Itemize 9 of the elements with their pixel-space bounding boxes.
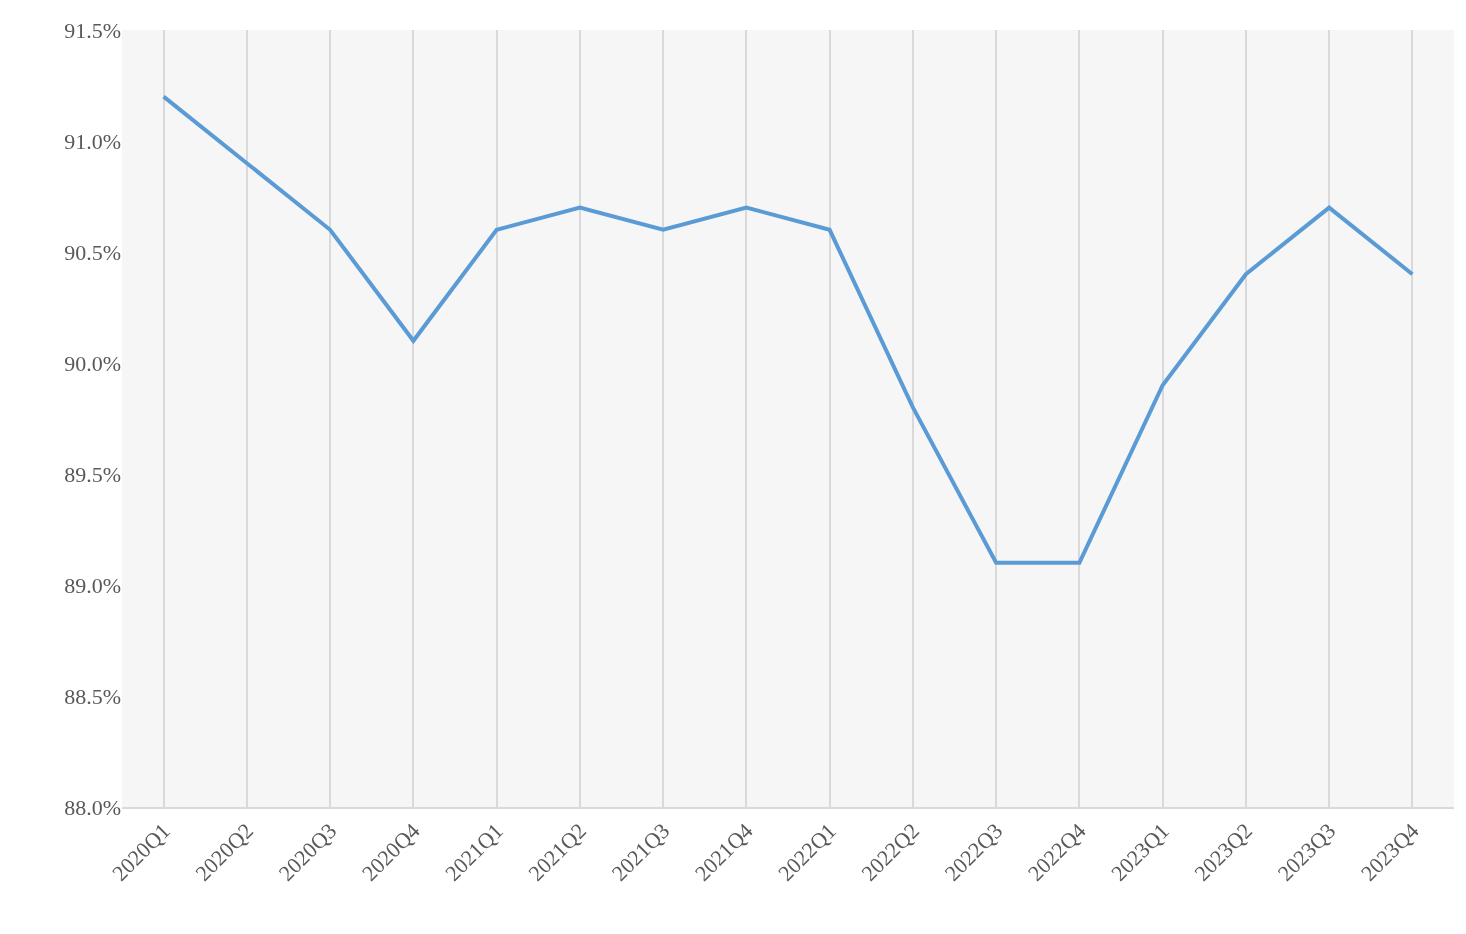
y-tick-label: 88.5% <box>64 683 121 709</box>
y-tick-label: 91.5% <box>64 17 121 43</box>
y-tick-label: 91.0% <box>64 128 121 154</box>
line-series <box>161 94 1415 565</box>
y-tick-label: 89.0% <box>64 572 121 598</box>
y-tick-label: 88.0% <box>64 794 121 820</box>
y-tick-label: 90.0% <box>64 350 121 376</box>
y-tick-label: 89.5% <box>64 461 121 487</box>
y-tick-label: 90.5% <box>64 239 121 265</box>
